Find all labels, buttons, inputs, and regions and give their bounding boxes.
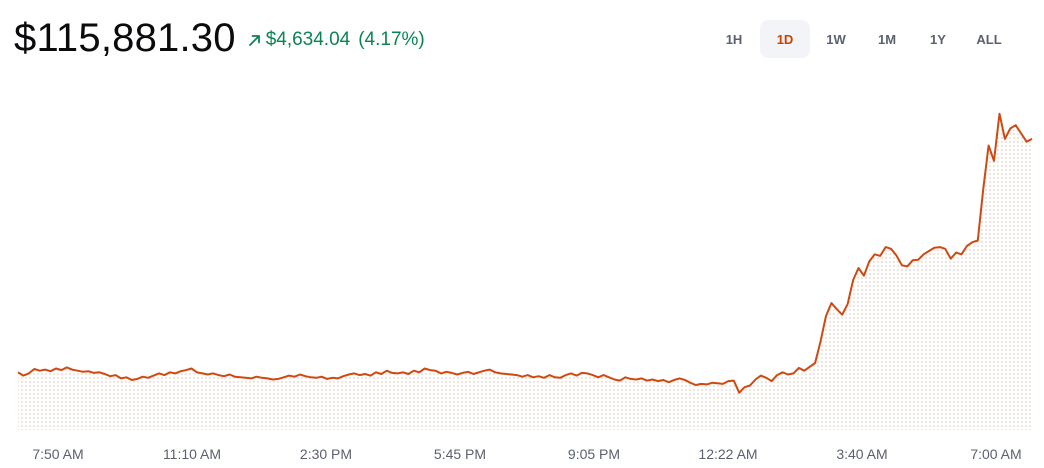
price-header: $115,881.30 $4,634.04 (4.17%) — [14, 12, 425, 64]
range-1d-button[interactable]: 1D — [760, 20, 810, 58]
x-tick-label: 3:40 AM — [836, 446, 887, 462]
current-price: $115,881.30 — [14, 16, 236, 60]
x-axis-labels: 7:50 AM 11:10 AM 2:30 PM 5:45 PM 9:05 PM 12:2… — [32, 446, 1021, 462]
range-1h-button[interactable]: 1H — [725, 31, 743, 47]
x-tick-label: 7:50 AM — [32, 446, 83, 462]
x-tick-label: 2:30 PM — [300, 446, 352, 462]
price-line — [17, 112, 1033, 394]
arrow-up-right-icon — [248, 34, 260, 46]
x-tick-label: 9:05 PM — [568, 446, 620, 462]
range-1m-button[interactable]: 1M — [877, 31, 897, 47]
price-area-fill — [18, 113, 1032, 430]
x-tick-label: 12:22 AM — [698, 446, 757, 462]
change-percent: (4.17%) — [358, 29, 425, 50]
range-1w-button[interactable]: 1W — [826, 31, 846, 47]
time-range-selector: 1H 1D 1W 1M 1Y ALL — [709, 20, 1015, 58]
x-tick-label: 5:45 PM — [434, 446, 486, 462]
range-all-button[interactable]: ALL — [976, 31, 1002, 47]
change-amount: $4,634.04 — [265, 29, 351, 50]
range-1y-button[interactable]: 1Y — [930, 31, 946, 47]
price-change: $4,634.04 (4.17%) — [248, 29, 425, 51]
x-tick-label: 7:00 AM — [970, 446, 1021, 462]
x-tick-label: 11:10 AM — [163, 446, 221, 462]
